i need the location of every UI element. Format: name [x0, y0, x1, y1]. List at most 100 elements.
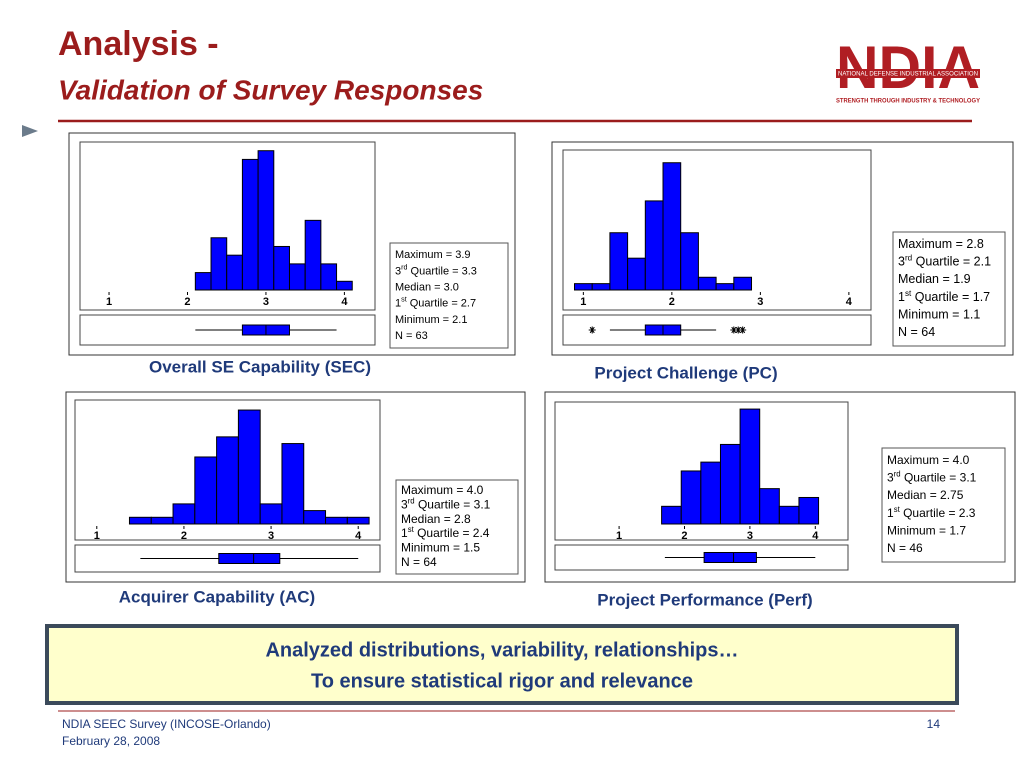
bar [700, 461, 721, 525]
bar [216, 436, 239, 525]
page-number: 14 [927, 717, 941, 731]
stats-text: Quartile = 2.7 [407, 297, 476, 309]
bar [210, 237, 228, 291]
stats-text: 3 [401, 498, 408, 512]
bar [288, 263, 306, 291]
x-tick-label: 2 [181, 530, 187, 542]
stats-line: Maximum = 4.0 [401, 483, 484, 497]
bar [680, 232, 699, 291]
bar [609, 232, 629, 291]
stats-text: Maximum = 4.0 [887, 453, 970, 467]
stats-text: rd [894, 469, 901, 478]
bar [172, 503, 196, 525]
stats-text: Minimum = 1.5 [401, 541, 480, 555]
stats-line: N = 64 [898, 325, 935, 339]
bar [662, 162, 682, 291]
stats-text: Quartile = 2.1 [912, 255, 991, 269]
x-tick-label: 1 [94, 530, 100, 542]
outlier [588, 326, 596, 334]
stats-text: Median = 2.8 [401, 512, 471, 526]
stats-text: 1 [395, 297, 401, 309]
callout-box [45, 624, 959, 705]
stats-text: 1 [887, 506, 894, 520]
stats-text: 1 [401, 526, 408, 540]
x-tick-label: 2 [669, 296, 675, 308]
stats-text: N = 64 [898, 325, 935, 339]
logo: NDIA NATIONAL DEFENSE INDUSTRIAL ASSOCIA… [836, 34, 981, 105]
logo-band [836, 69, 980, 78]
stats-line: Minimum = 1.5 [401, 541, 480, 555]
stats-text: Quartile = 2.3 [900, 506, 976, 520]
chart-title: Project Performance (Perf) [597, 590, 812, 609]
bar [798, 496, 820, 525]
bar [697, 276, 717, 291]
bar [680, 470, 702, 525]
stats-text: Minimum = 1.1 [898, 308, 980, 322]
stats-text: Median = 2.75 [887, 488, 964, 502]
bar [715, 283, 735, 291]
bar [273, 245, 290, 291]
footer-text: February 28, 2008 [62, 734, 160, 748]
stats-text: rd [408, 496, 415, 505]
bar [226, 254, 243, 291]
bar [320, 263, 338, 291]
bar [627, 257, 646, 291]
stats-text: st [401, 295, 407, 303]
bar [325, 516, 348, 525]
stats-line: Minimum = 2.1 [395, 314, 467, 326]
bar [257, 150, 275, 291]
stats-line: 1st Quartile = 2.7 [395, 295, 476, 309]
stats-text: Maximum = 4.0 [401, 483, 484, 497]
stats-text: 3 [887, 471, 894, 485]
stats-line: Maximum = 4.0 [887, 453, 970, 467]
stats-text: Quartile = 3.1 [901, 471, 977, 485]
bar [739, 408, 761, 525]
bar [778, 505, 800, 525]
outlier [739, 326, 747, 334]
stats-text: Median = 1.9 [898, 272, 971, 286]
stats-text: st [905, 288, 912, 297]
x-tick-label: 4 [355, 530, 362, 542]
stats-text: Maximum = 2.8 [898, 237, 984, 251]
outlier [730, 326, 738, 334]
stats-box [389, 242, 509, 349]
bullet [22, 125, 38, 137]
footer-text: NDIA SEEC Survey (INCOSE-Orlando) [62, 717, 271, 731]
x-tick-label: 2 [681, 530, 687, 542]
logo-association: NATIONAL DEFENSE INDUSTRIAL ASSOCIATION [838, 71, 978, 78]
callout-line: Analyzed distributions, variability, rel… [265, 639, 738, 661]
bar [759, 488, 780, 525]
logo-tagline: STRENGTH THROUGH INDUSTRY & TECHNOLOGY [836, 98, 981, 105]
stats-text: Quartile = 1.7 [911, 290, 990, 304]
stats-text: Quartile = 3.1 [415, 498, 491, 512]
x-tick-label: 4 [812, 530, 819, 542]
x-tick-label: 3 [268, 530, 274, 542]
stats-line: 1st Quartile = 2.3 [887, 504, 976, 520]
callout-line: To ensure statistical rigor and relevanc… [311, 670, 693, 692]
bar [194, 456, 218, 525]
stats-text: st [894, 504, 901, 513]
stats-line: 1st Quartile = 1.7 [898, 288, 990, 304]
stats-line: Median = 1.9 [898, 272, 971, 286]
bar [259, 503, 283, 525]
bar [336, 280, 353, 291]
chart-title: Overall SE Capability (SEC) [149, 357, 371, 376]
bar [241, 158, 259, 291]
stats-text: rd [401, 263, 407, 271]
stats-line: N = 64 [401, 555, 437, 569]
stats-line: 3rd Quartile = 3.1 [887, 469, 977, 485]
stats-text: Quartile = 2.4 [414, 526, 490, 540]
stats-line: Median = 2.75 [887, 488, 964, 502]
stats-text: N = 46 [887, 541, 923, 555]
stats-text: N = 63 [395, 330, 428, 342]
outlier [734, 326, 742, 334]
stats-line: N = 63 [395, 330, 428, 342]
stats-line: 1st Quartile = 2.4 [401, 525, 490, 541]
x-tick-label: 3 [747, 530, 753, 542]
x-tick-label: 1 [616, 530, 622, 542]
stats-line: Maximum = 2.8 [898, 237, 984, 251]
stats-line: Minimum = 1.1 [898, 308, 980, 322]
